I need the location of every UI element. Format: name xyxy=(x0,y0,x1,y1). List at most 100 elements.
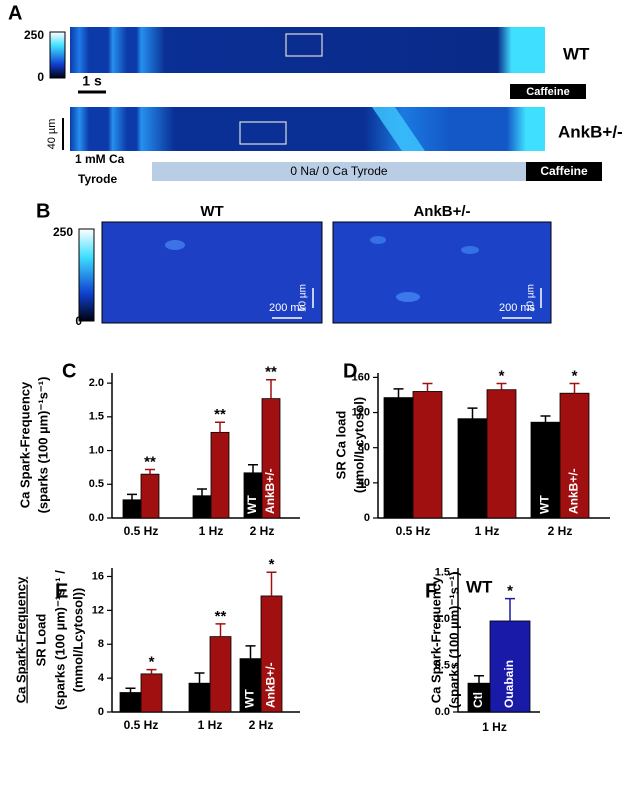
error-bar xyxy=(215,623,226,637)
error-bar xyxy=(393,388,404,398)
y-axis-label: (sparks (100 µm)⁻¹s⁻¹) xyxy=(446,572,461,709)
bar xyxy=(559,392,590,519)
x-tick-label: 0.5 Hz xyxy=(396,524,431,538)
bar xyxy=(122,499,142,519)
space-scale-label: 40 µm xyxy=(46,119,58,150)
image-title: AnkB+/- xyxy=(413,203,470,220)
x-axis-label: 1 Hz xyxy=(482,720,507,734)
error-bar xyxy=(194,672,205,684)
colorbar xyxy=(78,228,95,322)
significance: ** xyxy=(215,608,227,625)
significance: * xyxy=(572,368,578,385)
bar xyxy=(192,495,212,519)
error-bar xyxy=(266,378,276,399)
kymograph-ankb xyxy=(70,107,545,151)
ca-wave xyxy=(372,107,425,151)
y-tick-label: 1.0 xyxy=(435,613,450,625)
significance: ** xyxy=(265,364,277,381)
spark xyxy=(165,240,185,250)
y-axis-label: (sparks (100 µm)⁻¹s⁻¹) xyxy=(35,377,50,514)
bar xyxy=(530,421,561,519)
panel-label: F xyxy=(425,580,437,602)
solution-label: 0 Na/ 0 Ca Tyrode xyxy=(290,164,387,178)
y-axis-label: (sparks (100 µm)⁻¹s⁻¹ / xyxy=(52,570,67,710)
legend-label: WT xyxy=(245,495,259,514)
space-scale-label: 10 µm xyxy=(526,284,537,312)
y-tick-label: 0.0 xyxy=(435,706,450,718)
y-tick-label: 0 xyxy=(364,512,370,524)
y-tick-label: 160 xyxy=(352,371,370,383)
legend-label: WT xyxy=(538,495,552,514)
error-bar xyxy=(215,421,225,433)
x-tick-label: 0.5 Hz xyxy=(124,718,159,732)
caffeine-box xyxy=(526,162,602,181)
legend-label: WT xyxy=(243,689,257,708)
kymograph-wt xyxy=(70,27,545,73)
legend-label: AnkB+/- xyxy=(264,662,278,708)
chart-title: WT xyxy=(466,577,493,596)
significance: * xyxy=(499,368,505,385)
significance: ** xyxy=(214,406,226,423)
bar xyxy=(210,431,230,519)
colorbar-max: 250 xyxy=(24,28,44,42)
y-tick-label: 1.5 xyxy=(89,411,104,423)
caffeine-label: Caffeine xyxy=(540,164,588,178)
y-tick-label: 120 xyxy=(352,406,370,418)
error-bar xyxy=(125,687,136,693)
ankb-label: AnkB+/- xyxy=(558,122,623,141)
y-tick-label: 8 xyxy=(98,638,104,650)
y-tick-label: 0 xyxy=(98,706,104,718)
image-ankb xyxy=(332,221,552,324)
y-axis-label: Ca Spark-Frequency xyxy=(13,576,28,703)
y-tick-label: 40 xyxy=(358,477,370,489)
y-tick-label: 2.0 xyxy=(89,377,104,389)
legend-label: AnkB+/- xyxy=(263,468,277,514)
spark xyxy=(396,292,420,302)
time-scale-label: 200 ms xyxy=(499,302,536,314)
y-tick-label: 4 xyxy=(98,672,105,684)
panel-label: E xyxy=(55,580,68,602)
colorbar-min: 0 xyxy=(75,314,82,328)
solution-bar xyxy=(152,162,526,181)
bar xyxy=(489,620,531,713)
bar-label: Ouabain xyxy=(502,660,516,708)
significance: * xyxy=(149,654,155,671)
y-tick-label: 80 xyxy=(358,442,370,454)
y-axis-label: Ca Spark-Frequency xyxy=(428,576,443,703)
time-scale-label: 200 ms xyxy=(269,302,306,314)
panel-label: C xyxy=(62,360,76,382)
error-bar xyxy=(266,571,277,596)
error-bar xyxy=(248,463,258,473)
bar xyxy=(383,397,414,519)
x-tick-label: 1 Hz xyxy=(475,524,500,538)
x-tick-label: 2 Hz xyxy=(250,524,275,538)
y-tick-label: 1.0 xyxy=(89,444,104,456)
bar xyxy=(486,389,517,519)
bar xyxy=(457,418,488,519)
error-bar xyxy=(569,382,580,394)
x-tick-label: 1 Hz xyxy=(198,718,223,732)
significance: * xyxy=(507,583,513,600)
error-bar xyxy=(245,645,256,659)
y-tick-label: 1.5 xyxy=(435,567,450,579)
y-tick-label: 0.5 xyxy=(435,659,450,671)
significance: ** xyxy=(144,453,156,470)
wt-label: WT xyxy=(563,44,590,63)
bar xyxy=(140,473,160,519)
error-bar xyxy=(540,415,551,423)
x-tick-label: 1 Hz xyxy=(199,524,224,538)
spark xyxy=(461,246,479,254)
error-bar xyxy=(422,382,433,392)
x-tick-label: 0.5 Hz xyxy=(124,524,159,538)
spark xyxy=(370,236,386,244)
x-tick-label: 2 Hz xyxy=(249,718,274,732)
significance: * xyxy=(269,556,275,573)
bar xyxy=(140,673,163,713)
time-scale-label: 1 s xyxy=(82,73,102,89)
error-bar xyxy=(496,382,507,390)
image-wt xyxy=(101,221,323,324)
y-axis-label: SR Ca load xyxy=(333,411,348,480)
bar xyxy=(119,692,142,713)
error-bar xyxy=(146,668,157,674)
